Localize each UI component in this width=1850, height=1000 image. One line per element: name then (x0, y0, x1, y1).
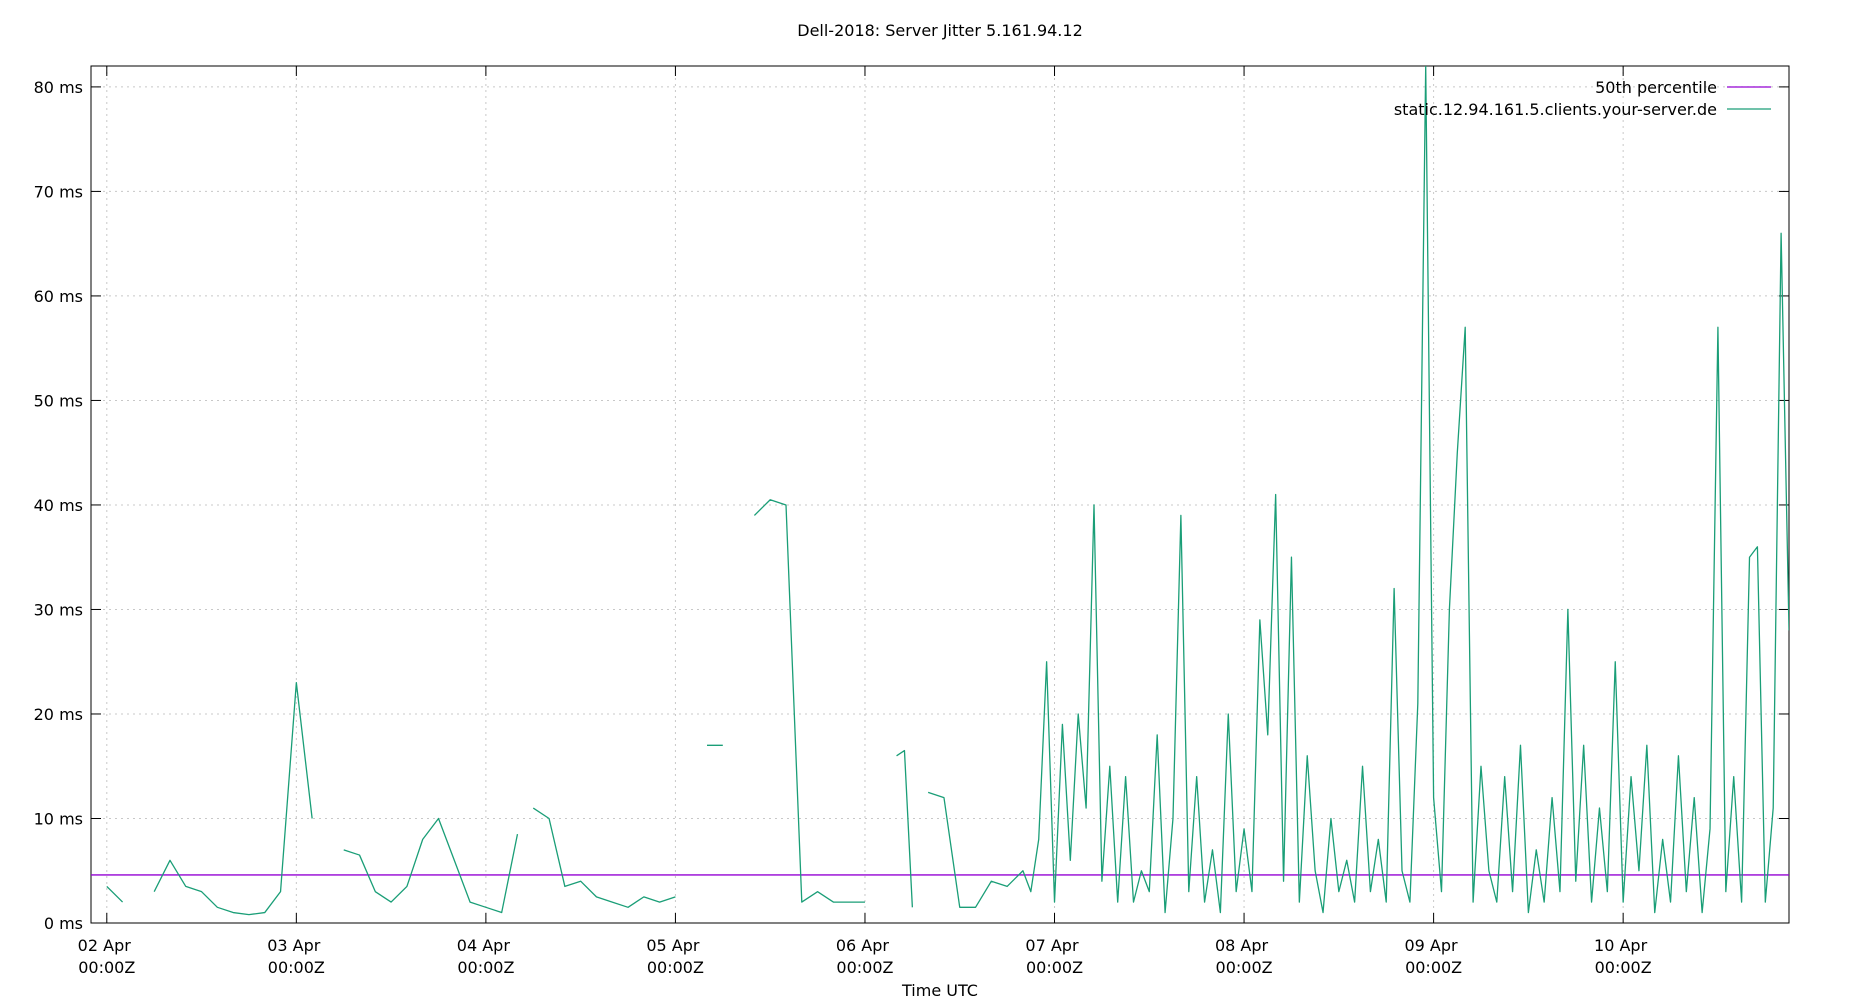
y-tick-label: 50 ms (34, 391, 83, 410)
x-tick-label: 09 Apr 00:00Z (1404, 936, 1462, 977)
series-line (106, 66, 1789, 916)
y-tick-label: 70 ms (34, 182, 83, 201)
x-tick-label: 04 Apr 00:00Z (457, 936, 515, 977)
chart-title: Dell-2018: Server Jitter 5.161.94.12 (797, 21, 1083, 40)
y-tick-label: 0 ms (44, 914, 83, 933)
y-tick-label: 40 ms (34, 496, 83, 515)
plot-frame (90, 65, 1790, 924)
plot-area (91, 66, 1789, 916)
y-tick-label: 10 ms (34, 809, 83, 828)
x-tick-label: 06 Apr 00:00Z (836, 936, 894, 977)
x-tick-label: 07 Apr 00:00Z (1025, 936, 1083, 977)
y-tick-label: 20 ms (34, 705, 83, 724)
x-tick-label: 02 Apr 00:00Z (78, 936, 136, 977)
x-tick-label: 10 Apr 00:00Z (1594, 936, 1652, 977)
x-tick-label: 05 Apr 00:00Z (646, 936, 704, 977)
legend-label: static.12.94.161.5.clients.your-server.d… (1394, 100, 1717, 119)
y-tick-label: 60 ms (34, 287, 83, 306)
legend-label: 50th percentile (1595, 78, 1717, 97)
x-tick-label: 08 Apr 00:00Z (1215, 936, 1273, 977)
y-tick-label: 30 ms (34, 600, 83, 619)
y-tick-label: 80 ms (34, 78, 83, 97)
x-tick-label: 03 Apr 00:00Z (267, 936, 325, 977)
x-axis-label: Time UTC (901, 981, 978, 1000)
